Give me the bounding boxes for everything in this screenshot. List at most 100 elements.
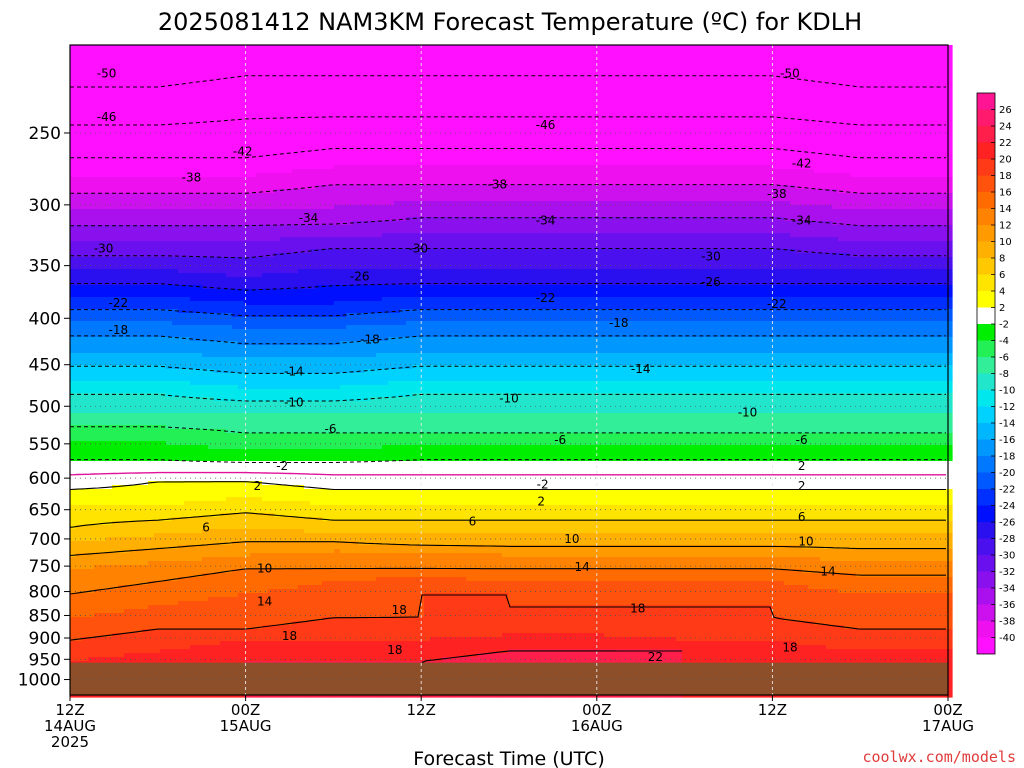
field-cell: [544, 149, 551, 154]
field-cell: [760, 97, 767, 102]
field-cell: [328, 177, 335, 182]
field-cell: [154, 113, 161, 118]
field-cell: [844, 49, 851, 54]
field-cell: [790, 53, 797, 58]
field-cell: [382, 117, 389, 122]
field-cell: [856, 93, 863, 98]
field-cell: [904, 125, 911, 130]
field-cell: [280, 89, 287, 94]
field-cell: [226, 177, 233, 182]
field-cell: [658, 69, 665, 74]
field-cell: [490, 45, 497, 50]
field-cell: [748, 49, 755, 54]
field-cell: [472, 77, 479, 82]
field-cell: [904, 173, 911, 178]
field-cell: [760, 169, 767, 174]
field-cell: [130, 101, 137, 106]
field-cell: [292, 161, 299, 166]
field-cell: [250, 77, 257, 82]
field-cell: [472, 121, 479, 126]
field-cell: [334, 65, 341, 70]
field-cell: [292, 69, 299, 74]
field-cell: [754, 97, 761, 102]
field-cell: [712, 65, 719, 70]
field-cell: [886, 73, 893, 78]
field-cell: [880, 177, 887, 182]
field-cell: [412, 93, 419, 98]
field-cell: [610, 165, 617, 170]
field-cell: [658, 169, 665, 174]
field-cell: [328, 133, 335, 138]
field-cell: [118, 53, 125, 58]
field-cell: [88, 153, 95, 158]
field-cell: [208, 125, 215, 130]
field-cell: [322, 53, 329, 58]
field-cell: [922, 149, 929, 154]
field-cell: [514, 85, 521, 90]
field-cell: [244, 161, 251, 166]
field-cell: [928, 53, 935, 58]
field-cell: [250, 65, 257, 70]
field-cell: [436, 81, 443, 86]
field-cell: [604, 77, 611, 82]
field-cell: [142, 177, 149, 182]
field-cell: [226, 137, 233, 142]
field-cell: [208, 101, 215, 106]
field-cell: [514, 173, 521, 178]
field-cell: [196, 89, 203, 94]
field-cell: [658, 165, 665, 170]
field-cell: [124, 161, 131, 166]
field-cell: [754, 169, 761, 174]
field-cell: [220, 105, 227, 110]
field-cell: [412, 137, 419, 142]
field-cell: [682, 45, 689, 50]
field-cell: [850, 81, 857, 86]
field-cell: [376, 81, 383, 86]
field-cell: [526, 81, 533, 86]
field-cell: [790, 49, 797, 54]
field-cell: [928, 149, 935, 154]
field-cell: [328, 69, 335, 74]
field-cell: [460, 85, 467, 90]
field-cell: [718, 117, 725, 122]
field-cell: [808, 85, 815, 90]
field-cell: [478, 105, 485, 110]
field-cell: [226, 85, 233, 90]
field-cell: [364, 97, 371, 102]
field-cell: [634, 173, 641, 178]
field-cell: [160, 97, 167, 102]
field-cell: [838, 157, 845, 162]
field-cell: [568, 101, 575, 106]
field-cell: [850, 93, 857, 98]
field-cell: [346, 45, 353, 50]
field-cell: [88, 73, 95, 78]
field-cell: [496, 117, 503, 122]
field-cell: [154, 53, 161, 58]
field-cell: [358, 77, 365, 82]
field-cell: [334, 149, 341, 154]
field-cell: [526, 65, 533, 70]
field-cell: [862, 153, 869, 158]
field-cell: [502, 53, 509, 58]
field-cell: [136, 81, 143, 86]
field-cell: [580, 117, 587, 122]
field-cell: [892, 177, 899, 182]
field-cell: [352, 157, 359, 162]
field-cell: [844, 165, 851, 170]
field-cell: [856, 125, 863, 130]
field-cell: [586, 65, 593, 70]
field-cell: [706, 125, 713, 130]
field-cell: [460, 121, 467, 126]
field-cell: [250, 133, 257, 138]
field-cell: [154, 161, 161, 166]
field-cell: [838, 49, 845, 54]
field-cell: [268, 81, 275, 86]
field-cell: [436, 65, 443, 70]
field-cell: [856, 49, 863, 54]
field-cell: [700, 77, 707, 82]
field-cell: [376, 161, 383, 166]
field-cell: [538, 89, 545, 94]
field-cell: [766, 89, 773, 94]
field-cell: [706, 65, 713, 70]
field-cell: [448, 169, 455, 174]
